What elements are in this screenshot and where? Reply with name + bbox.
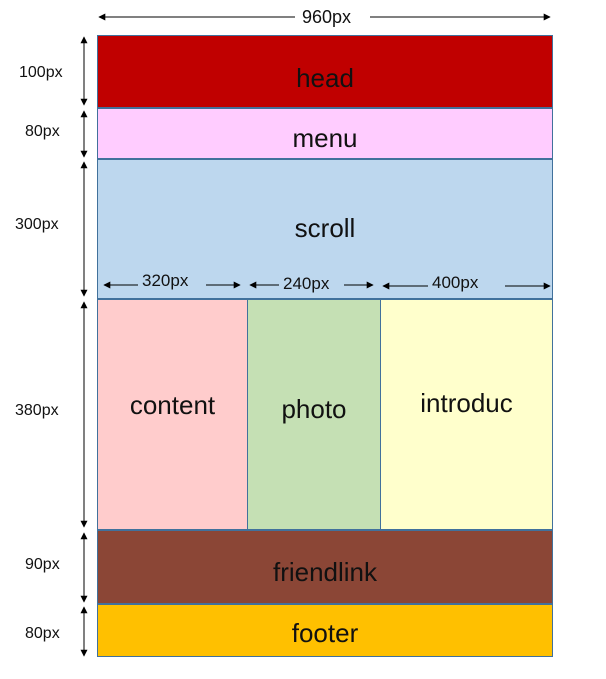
introduc-block: introduc [380,299,553,530]
dimension-introduc-width: 400px [432,273,479,292]
dimension-scroll-height: 300px [15,216,59,233]
head-label: head [296,62,354,93]
scroll-block: scroll [97,159,553,299]
head-block: head [97,35,553,108]
menu-block: menu [97,108,553,159]
friendlink-block: friendlink [97,530,553,604]
photo-label: photo [281,394,347,424]
content-block: content [97,299,248,530]
menu-label: menu [292,122,358,153]
dimension-menu-height: 80px [25,123,60,140]
footer-label: footer [291,617,359,648]
dimension-middle-height: 380px [15,402,59,419]
dimension-head-height: 100px [19,64,63,81]
dimension-photo-width: 240px [283,274,330,293]
dimension-friendlink-height: 90px [25,556,60,573]
photo-block: photo [247,299,381,530]
dimension-total-width: 960px [298,8,356,26]
friendlink-label: friendlink [272,557,378,587]
footer-block: footer [97,604,553,657]
introduc-label: introduc [420,388,513,418]
dimension-content-width: 320px [142,271,189,290]
content-label: content [129,390,216,420]
dimension-footer-height: 80px [25,625,60,642]
scroll-label: scroll [294,213,356,243]
